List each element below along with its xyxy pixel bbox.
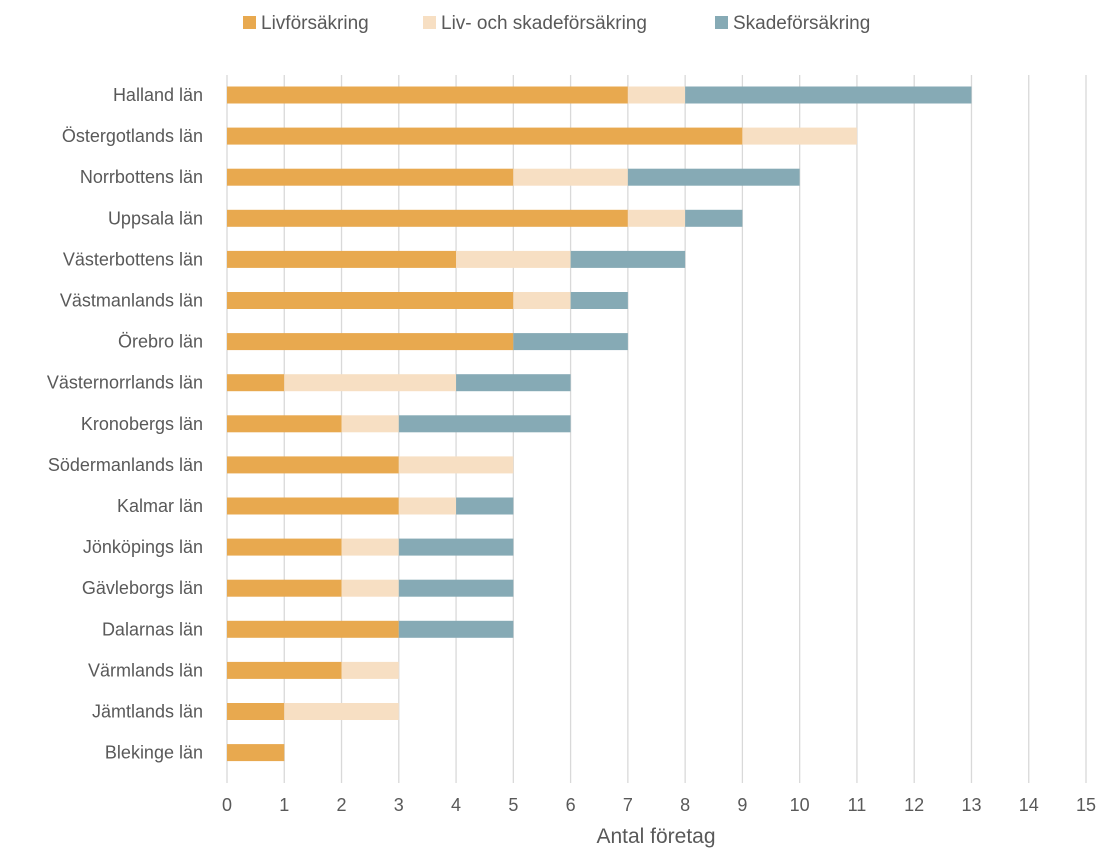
category-label: Dalarnas län	[102, 619, 203, 639]
category-label: Uppsala län	[108, 208, 203, 228]
bar-segment	[513, 168, 628, 186]
x-tick-label: 1	[279, 795, 289, 815]
bar-segment	[456, 250, 571, 268]
bar-segment	[685, 86, 972, 104]
bar-segment	[742, 127, 857, 145]
legend: Livförsäkring Liv- och skadeförsäkring Ska…	[243, 13, 870, 34]
category-label: Kalmar län	[117, 496, 203, 516]
category-label: Västernorrlands län	[47, 373, 203, 393]
bar-segment	[227, 250, 457, 268]
bar-segment	[398, 497, 457, 515]
legend-swatch	[423, 16, 436, 29]
bar-segment	[227, 168, 514, 186]
category-label: Jönköpings län	[83, 537, 203, 557]
bar-segment	[398, 415, 571, 433]
legend-swatch	[243, 16, 256, 29]
bar-segment	[227, 703, 285, 720]
x-axis-title: Antal företag	[596, 825, 715, 848]
category-label: Västerbottens län	[63, 249, 203, 269]
bar-segment	[227, 333, 514, 351]
category-label: Värmlands län	[88, 660, 203, 680]
bar-segment	[227, 127, 743, 145]
category-label: Gävleborgs län	[82, 578, 203, 598]
x-tick-label: 4	[451, 795, 461, 815]
bar-segment	[456, 374, 571, 392]
bar-segment	[398, 456, 514, 474]
x-tick-label: 5	[508, 795, 518, 815]
bar-segment	[227, 292, 514, 309]
bar-segment	[456, 497, 514, 515]
x-tick-labels: 0 1 2 3 4 5 6 7 8 9 10 11 12 13 14 15	[222, 795, 1096, 815]
legend-label: Liv- och skadeförsäkring	[441, 13, 647, 34]
bar-segment	[284, 703, 399, 720]
bars	[227, 86, 972, 762]
bar-segment	[398, 579, 514, 597]
bar-segment	[227, 538, 342, 556]
category-label: Norrbottens län	[80, 167, 203, 187]
bar-segment	[227, 415, 342, 433]
bar-segment	[685, 209, 743, 227]
bar-segment	[227, 209, 628, 227]
x-tick-label: 12	[904, 795, 924, 815]
x-tick-label: 3	[394, 795, 404, 815]
bar-segment	[570, 250, 686, 268]
bar-segment	[341, 579, 399, 597]
bar-segment	[570, 292, 628, 309]
category-label: Östergotlands län	[62, 126, 203, 146]
bar-segment	[341, 661, 399, 679]
x-tick-label: 10	[790, 795, 810, 815]
x-tick-label: 14	[1019, 795, 1039, 815]
category-label: Halland län	[113, 85, 203, 105]
category-labels: Halland län Östergotlands län Norrbottens …	[47, 85, 203, 763]
legend-label: Skadeförsäkring	[733, 13, 870, 34]
category-label: Blekinge län	[105, 743, 203, 763]
bar-segment	[227, 744, 285, 762]
bar-segment	[341, 415, 399, 433]
bar-segment	[398, 538, 514, 556]
bar-segment	[513, 292, 571, 309]
bar-segment	[227, 86, 628, 104]
x-tick-label: 15	[1076, 795, 1096, 815]
x-tick-label: 7	[623, 795, 633, 815]
bar-segment	[227, 661, 342, 679]
bar-segment	[513, 333, 628, 351]
bar-segment	[398, 620, 514, 638]
x-tick-label: 8	[680, 795, 690, 815]
bar-segment	[227, 456, 399, 474]
x-tick-label: 6	[566, 795, 576, 815]
bar-segment	[227, 374, 285, 392]
x-tick-label: 9	[737, 795, 747, 815]
x-tick-label: 13	[961, 795, 981, 815]
bar-segment	[627, 209, 686, 227]
x-tick-label: 0	[222, 795, 232, 815]
bar-segment	[627, 86, 686, 104]
bar-segment	[227, 497, 399, 515]
bar-segment	[227, 579, 342, 597]
category-label: Kronobergs län	[81, 414, 203, 434]
bar-segment	[341, 538, 399, 556]
legend-label: Livförsäkring	[261, 13, 369, 34]
category-label: Södermanlands län	[48, 455, 203, 475]
bar-segment	[227, 620, 399, 638]
legend-swatch	[715, 16, 728, 29]
x-tick-label: 11	[848, 795, 867, 815]
bar-segment	[284, 374, 457, 392]
x-tick-label: 2	[337, 795, 347, 815]
bar-segment	[627, 168, 800, 186]
category-label: Jämtlands län	[92, 702, 203, 722]
category-label: Västmanlands län	[60, 291, 203, 311]
category-label: Örebro län	[118, 332, 203, 352]
